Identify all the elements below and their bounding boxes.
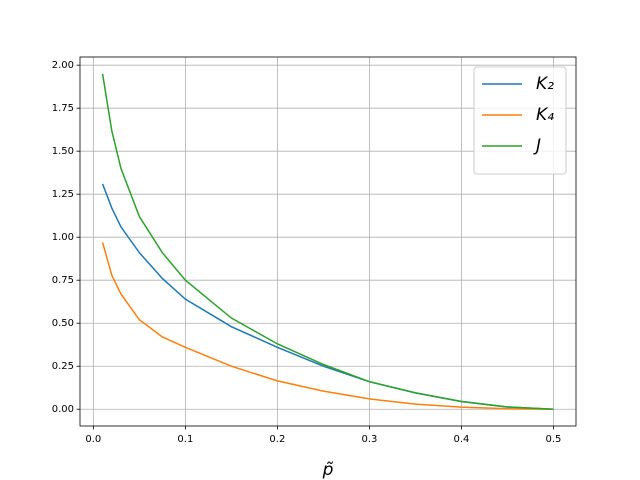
legend-label: K₂: [536, 74, 554, 94]
y-tick-label: 1.00: [52, 232, 74, 243]
y-tick-label: 1.75: [52, 103, 74, 114]
y-tick-label: 0.00: [52, 404, 74, 415]
line-series: [101, 183, 554, 410]
x-tick-label: 0.4: [453, 434, 469, 445]
legend-box: [473, 66, 567, 175]
x-tick-label: 0.0: [85, 434, 101, 445]
legend-label: K₄: [536, 105, 554, 125]
legend: K₂ K₄ J: [473, 66, 567, 175]
y-tick-label: 1.25: [52, 189, 74, 200]
x-tick-label: 0.2: [269, 434, 285, 445]
x-tick-label: 0.1: [177, 434, 193, 445]
y-tick-label: 0.50: [52, 318, 74, 329]
line-series: [101, 242, 554, 410]
line-series: [101, 73, 554, 410]
y-tick-label: 2.00: [52, 60, 74, 71]
legend-label: J: [533, 136, 541, 156]
x-tick-label: 0.5: [546, 434, 562, 445]
x-tick-label: 0.3: [361, 434, 377, 445]
x-axis-label: p̃: [322, 460, 334, 480]
y-tick-label: 0.25: [52, 361, 74, 372]
y-tick-label: 0.75: [52, 275, 74, 286]
plot-frame: [79, 56, 577, 427]
y-tick-label: 1.50: [52, 146, 74, 157]
